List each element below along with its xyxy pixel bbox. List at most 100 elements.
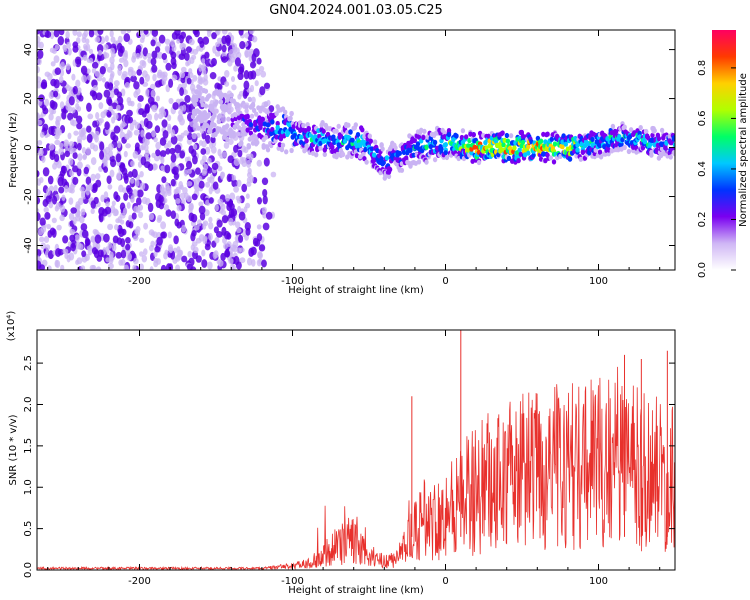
spectrogram-cell — [106, 175, 112, 184]
x-tick-label: -200 — [128, 576, 151, 587]
spectrogram-cell — [241, 122, 246, 128]
spectrogram-cell — [37, 211, 41, 222]
spectrogram-cell — [183, 169, 188, 177]
spectrogram-cell — [98, 213, 104, 223]
spectrogram-cell — [47, 175, 54, 185]
spectrogram-cell — [649, 152, 654, 158]
spectrogram-cell — [61, 194, 66, 201]
spectrogram-cell — [541, 131, 546, 137]
spectrogram-cell — [545, 131, 550, 137]
spectrogram-cell — [39, 264, 45, 270]
spectrogram-cell — [424, 144, 429, 150]
snr-frame — [36, 329, 676, 571]
spectrogram-cell — [575, 147, 580, 153]
spectrogram-cell — [211, 32, 217, 40]
spectrogram-cell — [104, 206, 112, 215]
spectrogram-cell — [159, 137, 167, 146]
spectrogram-cell — [560, 139, 565, 145]
spectrogram-cell — [250, 70, 257, 80]
spectrogram-cell — [53, 90, 59, 98]
spectrogram-cell — [129, 122, 134, 131]
spectrogram-cell — [107, 184, 113, 190]
spectrogram-cell — [130, 160, 135, 167]
spectrogram-frame — [36, 29, 676, 271]
spectrogram-cell — [454, 133, 459, 139]
spectrogram-cell — [176, 246, 181, 253]
spectrogram-cell — [38, 148, 44, 157]
spectrogram-cell — [83, 166, 90, 175]
spectrogram-cell — [66, 41, 71, 49]
spectrogram-cell — [190, 232, 196, 242]
spectrogram-cell — [96, 76, 103, 82]
spectrogram-cell — [228, 132, 233, 138]
spectrogram-cell — [664, 140, 669, 146]
spectrogram-cell — [176, 38, 181, 44]
spectrogram-cell — [334, 128, 339, 134]
spectrogram-cell — [88, 57, 94, 64]
spectrogram-cell — [216, 83, 223, 91]
spectrogram-cell — [199, 212, 206, 221]
spectrogram-cell — [168, 263, 174, 270]
spectrogram-cell — [77, 197, 84, 206]
spectrogram-cell — [143, 222, 149, 230]
spectrogram-cell — [44, 71, 51, 77]
spectrogram-cell — [238, 30, 244, 36]
spectrogram-cell — [239, 257, 246, 264]
spectrogram-cell — [239, 63, 245, 73]
spectrogram-cell — [288, 115, 293, 121]
spectrogram-cell — [107, 241, 113, 249]
spectrogram-cell — [198, 77, 204, 85]
spectrogram-cell — [668, 154, 673, 160]
spectrogram-cell — [209, 72, 217, 80]
spectrogram-cell — [193, 30, 200, 38]
spectrogram-cell — [108, 105, 114, 112]
spectrogram-cell — [179, 87, 185, 97]
spectrogram-cell — [408, 144, 413, 150]
spectrogram-cell — [229, 202, 235, 211]
spectrogram-cell — [422, 128, 427, 134]
spectrogram-cell — [220, 115, 227, 124]
spectrogram-cell — [238, 234, 244, 243]
spectrogram-cell — [234, 221, 241, 229]
spectrogram-cell — [551, 159, 557, 165]
spectrogram-cell — [86, 102, 92, 112]
spectrogram-cell — [231, 179, 239, 188]
spectrogram-cell — [51, 108, 57, 115]
spectrogram-cell — [42, 167, 50, 177]
spectrogram-cell — [650, 132, 655, 138]
spectrogram-cell — [252, 237, 259, 247]
spectrogram-cell — [314, 152, 319, 158]
spectrogram-cell — [201, 140, 207, 148]
spectrogram-cell — [251, 96, 256, 104]
spectrogram-cell — [141, 34, 146, 41]
spectrogram-cell — [116, 91, 123, 98]
spectrogram-cell — [179, 117, 185, 126]
spectrogram-cell — [110, 70, 115, 78]
spectrogram-cell — [77, 243, 84, 250]
spectrogram-cell — [130, 195, 135, 203]
spectrogram-cell — [109, 90, 115, 99]
spectrogram-cell — [117, 216, 122, 224]
spectrogram-cell — [672, 150, 675, 156]
spectrogram-cell — [97, 50, 103, 56]
spectrogram-cell — [662, 150, 667, 157]
snr-scale-label: (x10⁴) — [6, 311, 17, 342]
spectrogram-cell — [80, 208, 86, 216]
spectrogram-cell — [256, 196, 263, 205]
x-tick-label: 0 — [442, 576, 448, 587]
spectrogram-cell — [157, 214, 163, 221]
spectrogram-cell — [244, 49, 250, 58]
spectrogram-cell — [85, 176, 92, 185]
spectrogram-cell — [122, 70, 128, 78]
spectrogram-cell — [82, 153, 88, 160]
spectrogram-cell — [179, 71, 186, 79]
spectrogram-cell — [57, 36, 65, 46]
spectrogram-cell — [192, 155, 198, 165]
spectrogram-cell — [640, 145, 646, 151]
spectrogram-cell — [174, 144, 182, 154]
spectrogram-cell — [82, 54, 88, 61]
spectrogram-cell — [216, 231, 223, 238]
spectrogram-cell — [237, 72, 244, 81]
